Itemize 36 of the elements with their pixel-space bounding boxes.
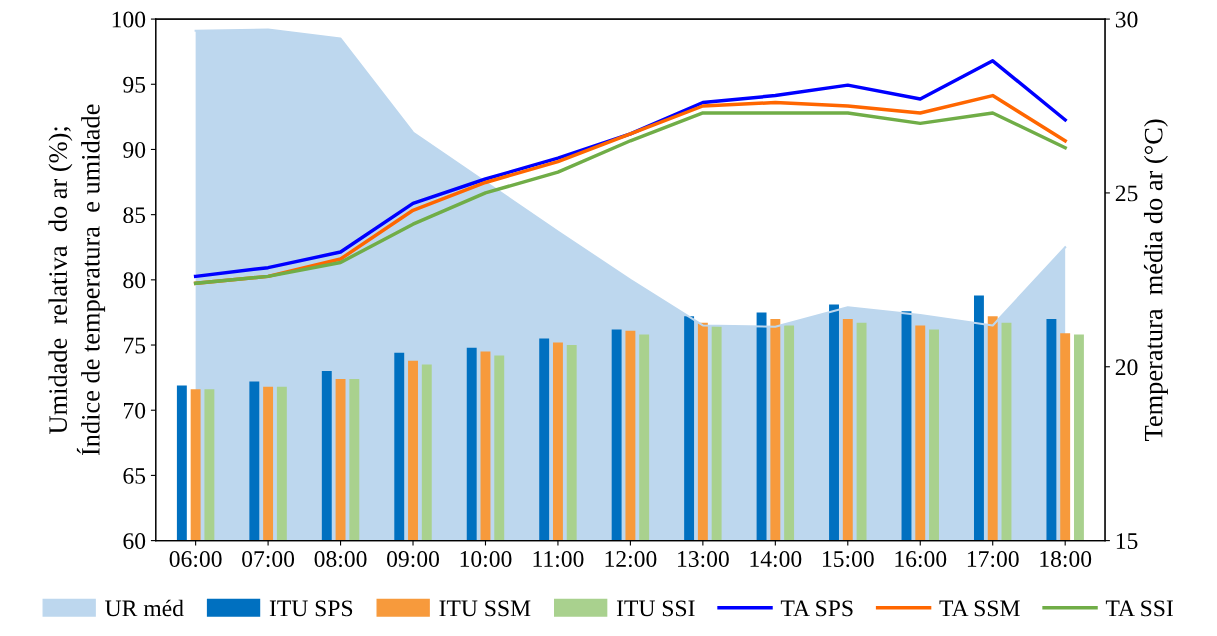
- y-tick-label: 65: [123, 467, 146, 484]
- legend-label: ITU SPS: [269, 600, 353, 617]
- x-tick-label: 10:00: [460, 551, 512, 568]
- x-tick-label: 09:00: [387, 551, 440, 568]
- x-tick-label: 07:00: [242, 551, 295, 568]
- x-tick-label: 12:00: [605, 551, 657, 568]
- y2-tick-label: 30: [1115, 11, 1138, 28]
- legend-label: TA SPS: [780, 600, 853, 617]
- y-tick-label: 70: [124, 402, 146, 419]
- x-tick-label: 17:00: [967, 551, 1019, 568]
- x-tick-label: 13:00: [678, 551, 729, 568]
- y2-tick-label: 25: [1115, 185, 1138, 202]
- x-tick-label: 14:00: [750, 551, 802, 568]
- y2-tick-label: 15: [1116, 533, 1138, 550]
- y-tick-label: 60: [123, 533, 146, 550]
- x-tick-label: 16:00: [895, 551, 947, 568]
- y2-axis-title: Temperatura média do ar (°C): [1143, 119, 1168, 441]
- x-tick-label: 18:00: [1040, 551, 1092, 568]
- y-axis-title: Umidade relativa do ar (%); Índice de temperatura e umidade: [48, 104, 106, 456]
- x-tick-label: 06:00: [169, 551, 222, 568]
- legend-label: UR méd: [105, 599, 184, 617]
- y-tick-label: 95: [123, 76, 146, 93]
- legend-label: ITU SSI: [616, 600, 695, 617]
- y2-tick-label: 20: [1115, 359, 1138, 376]
- legend-label: ITU SSM: [439, 600, 531, 617]
- y-tick-label: 85: [123, 207, 146, 224]
- x-tick-label: 08:00: [314, 551, 367, 568]
- x-tick-label: 15:00: [822, 551, 874, 568]
- legend-label: TA SSM: [939, 600, 1020, 617]
- x-tick-label: 11:00: [533, 551, 584, 568]
- y-tick-label: 90: [123, 141, 146, 158]
- line-series: [193, 59, 1067, 279]
- y-tick-label: 100: [112, 11, 146, 28]
- y-tick-label: 80: [123, 272, 146, 289]
- legend-label: TA SSI: [1105, 600, 1173, 617]
- y-tick-label: 75: [124, 337, 146, 354]
